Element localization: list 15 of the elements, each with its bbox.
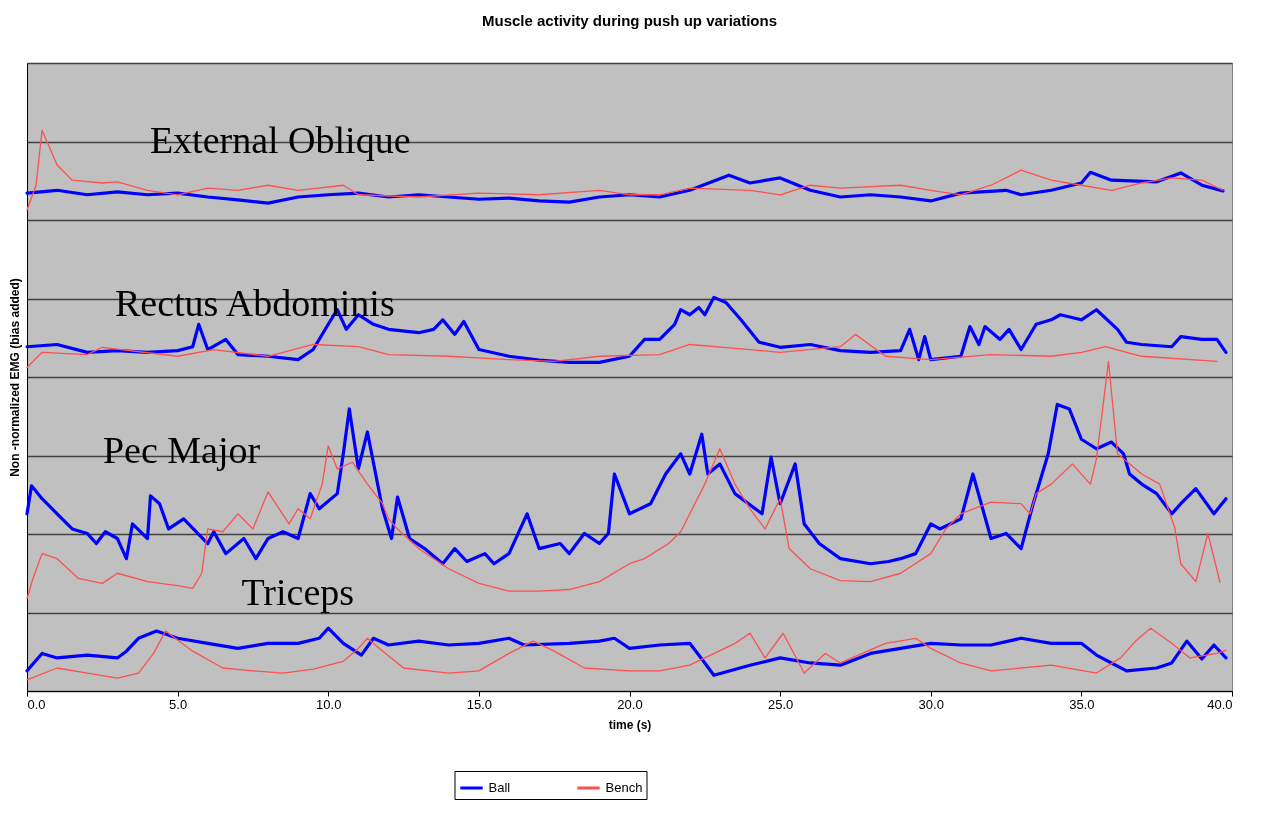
chart-title: Muscle activity during push up variations [481, 12, 778, 29]
legend-label: Ball [488, 780, 511, 795]
x-tick-label: 35.0 [1069, 696, 1095, 712]
x-tick-label: 0.0 [27, 696, 46, 712]
legend-label: Bench [605, 780, 643, 795]
x-axis-title: time (s) [608, 717, 652, 732]
y-axis-title: Non -normalized EMG (bias added) [7, 278, 22, 477]
x-tick-label: 25.0 [767, 696, 794, 712]
x-tick-label: 20.0 [617, 696, 643, 712]
annotation: Triceps [241, 570, 355, 613]
x-tick-label: 5.0 [169, 696, 188, 712]
x-tick-label: 30.0 [918, 696, 944, 712]
x-tick-label: 15.0 [466, 696, 493, 712]
x-tick-label: 10.0 [316, 696, 342, 712]
x-tick-label: 40.0 [1207, 696, 1233, 712]
